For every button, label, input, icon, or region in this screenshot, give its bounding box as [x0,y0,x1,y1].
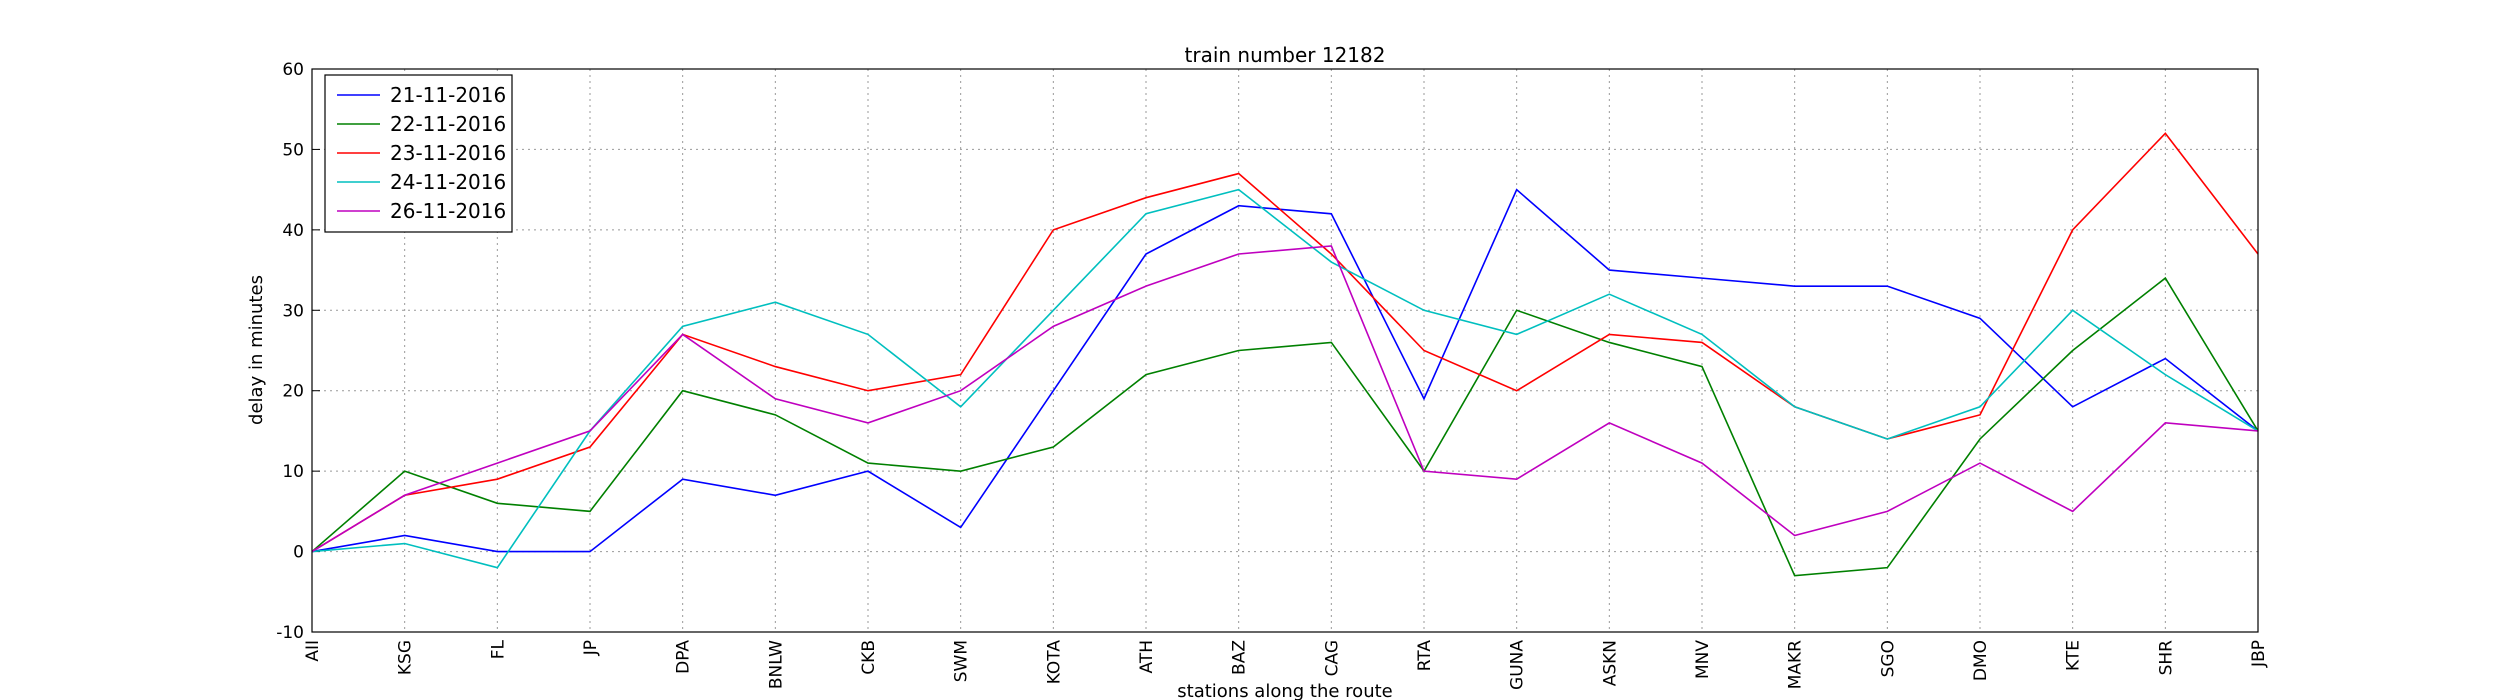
x-tick-label: SGO [1878,640,1898,677]
x-tick-label: CAG [1322,640,1342,676]
legend-label: 21-11-2016 [390,83,506,107]
x-tick-label: ASKN [1600,640,1620,686]
x-tick-label: DPA [674,640,694,674]
legend-label: 26-11-2016 [390,199,506,223]
x-tick-label: JP [581,640,601,656]
series-line [311,245,2259,553]
x-tick-label: BNLW [766,640,786,689]
x-tick-label: KOTA [1044,640,1064,685]
x-tick-label: DMO [1971,640,1991,681]
series-line [311,188,2259,569]
x-tick-label: BAZ [1230,640,1250,675]
series-line [311,188,2259,553]
y-axis-label: delay in minutes [246,275,267,425]
x-tick-label: FL [488,639,508,659]
x-tick-label: JBP [2249,640,2269,668]
series-line [311,276,2259,577]
x-tick-label: MAKR [1786,640,1806,689]
x-tick-label: KSG [396,640,416,675]
plot-frame [311,68,2259,633]
x-axis-label: stations along the route [1177,681,1392,700]
x-tick-label: SHR [2156,640,2176,676]
legend-label: 24-11-2016 [390,170,506,194]
y-tick-label: 20 [282,382,304,402]
y-tick-label: 30 [282,301,304,321]
legend-label: 23-11-2016 [390,141,506,165]
x-tick-label: RTA [1415,640,1435,672]
series-line [311,132,2259,553]
x-tick-label: KTE [2064,640,2084,671]
y-tick-label: 60 [282,60,304,80]
x-tick-label: CKB [859,640,879,675]
x-tick-label: SWM [952,640,972,682]
x-tick-label: ATH [1137,640,1157,673]
y-tick-label: -10 [276,623,304,643]
y-tick-label: 0 [293,543,304,563]
chart-title: train number 12182 [1185,43,1386,67]
y-tick-label: 10 [282,462,304,482]
legend-label: 22-11-2016 [390,112,506,136]
x-tick-label: GUNA [1508,640,1528,690]
x-tick-label: AII [303,640,323,662]
x-tick-label: MNV [1693,640,1713,679]
y-tick-label: 50 [282,140,304,160]
y-tick-label: 40 [282,221,304,241]
